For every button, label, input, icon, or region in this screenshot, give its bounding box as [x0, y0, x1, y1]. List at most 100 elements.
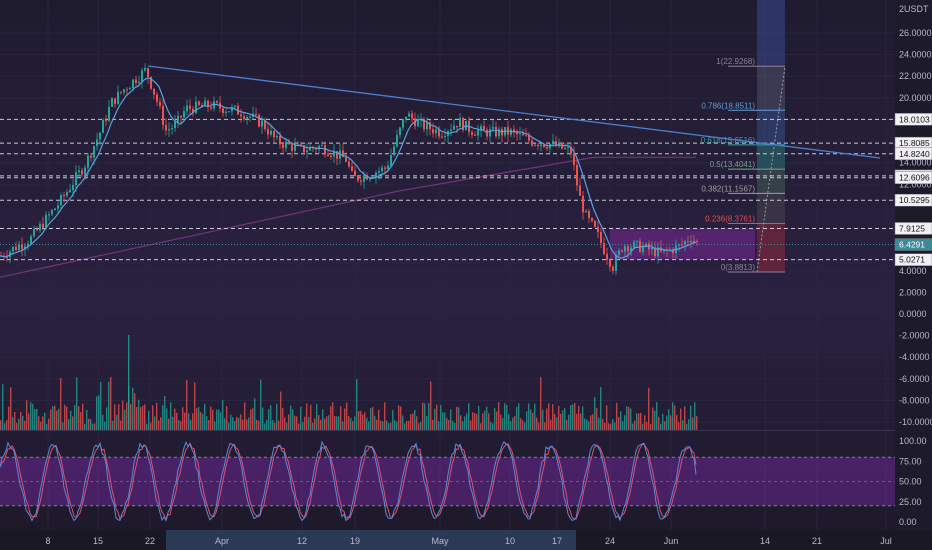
volume-bar	[456, 406, 458, 430]
volume-bar	[616, 402, 618, 430]
volume-bar	[180, 421, 182, 430]
candle-body	[381, 167, 383, 172]
candle-body	[33, 228, 35, 237]
volume-bar	[438, 421, 440, 430]
candle-body	[30, 236, 32, 244]
volume-bar	[386, 420, 388, 430]
candle-body	[633, 241, 635, 248]
candle-body	[186, 105, 188, 112]
volume-bar	[156, 402, 158, 430]
volume-bar	[152, 405, 154, 430]
candle-body	[627, 246, 629, 252]
volume-bar	[282, 407, 284, 430]
volume-bar	[596, 408, 598, 430]
candle-body	[249, 116, 251, 118]
candle-body	[342, 150, 344, 158]
time-axis-label: 24	[605, 536, 615, 546]
candle-body	[42, 223, 44, 229]
volume-bar	[176, 412, 178, 430]
volume-bar	[654, 410, 656, 430]
price-tag-box	[894, 147, 932, 161]
volume-bar	[484, 410, 486, 430]
candle-body	[270, 130, 272, 135]
volume-bar	[364, 412, 366, 430]
candle-body	[366, 175, 368, 180]
volume-bar	[340, 406, 342, 430]
candle-body	[255, 113, 257, 115]
candle-body	[681, 244, 683, 246]
volume-bar	[432, 419, 434, 430]
volume-bar	[208, 420, 210, 430]
volume-bar	[550, 419, 552, 430]
price-tag-box	[894, 193, 932, 207]
volume-bar	[504, 403, 506, 430]
candle-body	[483, 126, 485, 130]
horizontal-levels[interactable]	[0, 118, 895, 261]
trendline[interactable]	[147, 65, 881, 159]
volume-bar	[26, 400, 28, 430]
candle-body	[18, 244, 20, 251]
volume-bar	[84, 423, 86, 430]
candle-body	[639, 240, 641, 253]
volume-bar	[326, 416, 328, 430]
volume-bar	[576, 413, 578, 430]
volume-bar	[336, 416, 338, 430]
candle-body	[114, 98, 116, 104]
volume-bar	[172, 416, 174, 430]
volume-bar	[216, 409, 218, 430]
time-axis[interactable]: 8 15 22 Apr 12 19 May 10 17 24 Jun 14 21 Jul	[45, 536, 891, 546]
candle-body	[552, 141, 554, 145]
candle-body	[630, 247, 632, 252]
volume-bar	[2, 384, 4, 430]
volume-bar	[178, 419, 180, 430]
volume-bar	[4, 423, 6, 430]
price-tag-box	[894, 171, 932, 184]
volume-bar	[344, 408, 346, 430]
volume-bar	[228, 422, 230, 430]
price-candles	[0, 63, 698, 275]
candle-body	[567, 147, 569, 149]
fib-extension-zone	[757, 0, 785, 67]
candle-body	[264, 120, 266, 130]
volume-bar	[378, 409, 380, 430]
fibonacci-retracement[interactable]: 1(22.9268) 0.786(18.8511) 0.618(15.6516) 0.…	[701, 0, 786, 273]
candle-body	[276, 135, 278, 138]
volume-bar	[136, 406, 138, 430]
volume-bar	[560, 413, 562, 430]
volume-bar	[462, 421, 464, 430]
volume-bar	[658, 416, 660, 430]
volume-bar	[212, 409, 214, 430]
candle-body	[150, 77, 152, 89]
price-tags: 18.010315.808514.824012.775312.609610.52…	[894, 113, 932, 266]
volume-bar	[106, 407, 108, 430]
volume-bar	[144, 404, 146, 430]
volume-bar	[534, 403, 536, 430]
candle-body	[207, 100, 209, 108]
volume-bar	[474, 413, 476, 430]
volume-bar	[28, 413, 30, 430]
volume-bar	[234, 421, 236, 430]
candle-body	[183, 111, 185, 118]
candle-body	[612, 266, 614, 271]
price-axis-label: 2.0000	[899, 287, 927, 297]
candle-body	[105, 120, 107, 122]
volume-bar	[442, 412, 444, 430]
volume-bar	[148, 410, 150, 430]
volume-bar	[482, 413, 484, 430]
volume-bar	[342, 421, 344, 430]
volume-bar	[34, 409, 36, 430]
consolidation-rectangle[interactable]	[610, 228, 755, 260]
candle-body	[309, 146, 311, 151]
candle-body	[603, 243, 605, 254]
volume-bar	[558, 405, 560, 430]
volume-bar	[128, 335, 130, 430]
volume-bar	[130, 403, 132, 430]
volume-bar	[648, 387, 650, 430]
candle-body	[348, 161, 350, 167]
candle-body	[135, 79, 137, 84]
volume-bar	[508, 413, 510, 430]
candle-body	[474, 134, 476, 136]
candle-body	[678, 244, 680, 246]
candle-body	[291, 144, 293, 151]
